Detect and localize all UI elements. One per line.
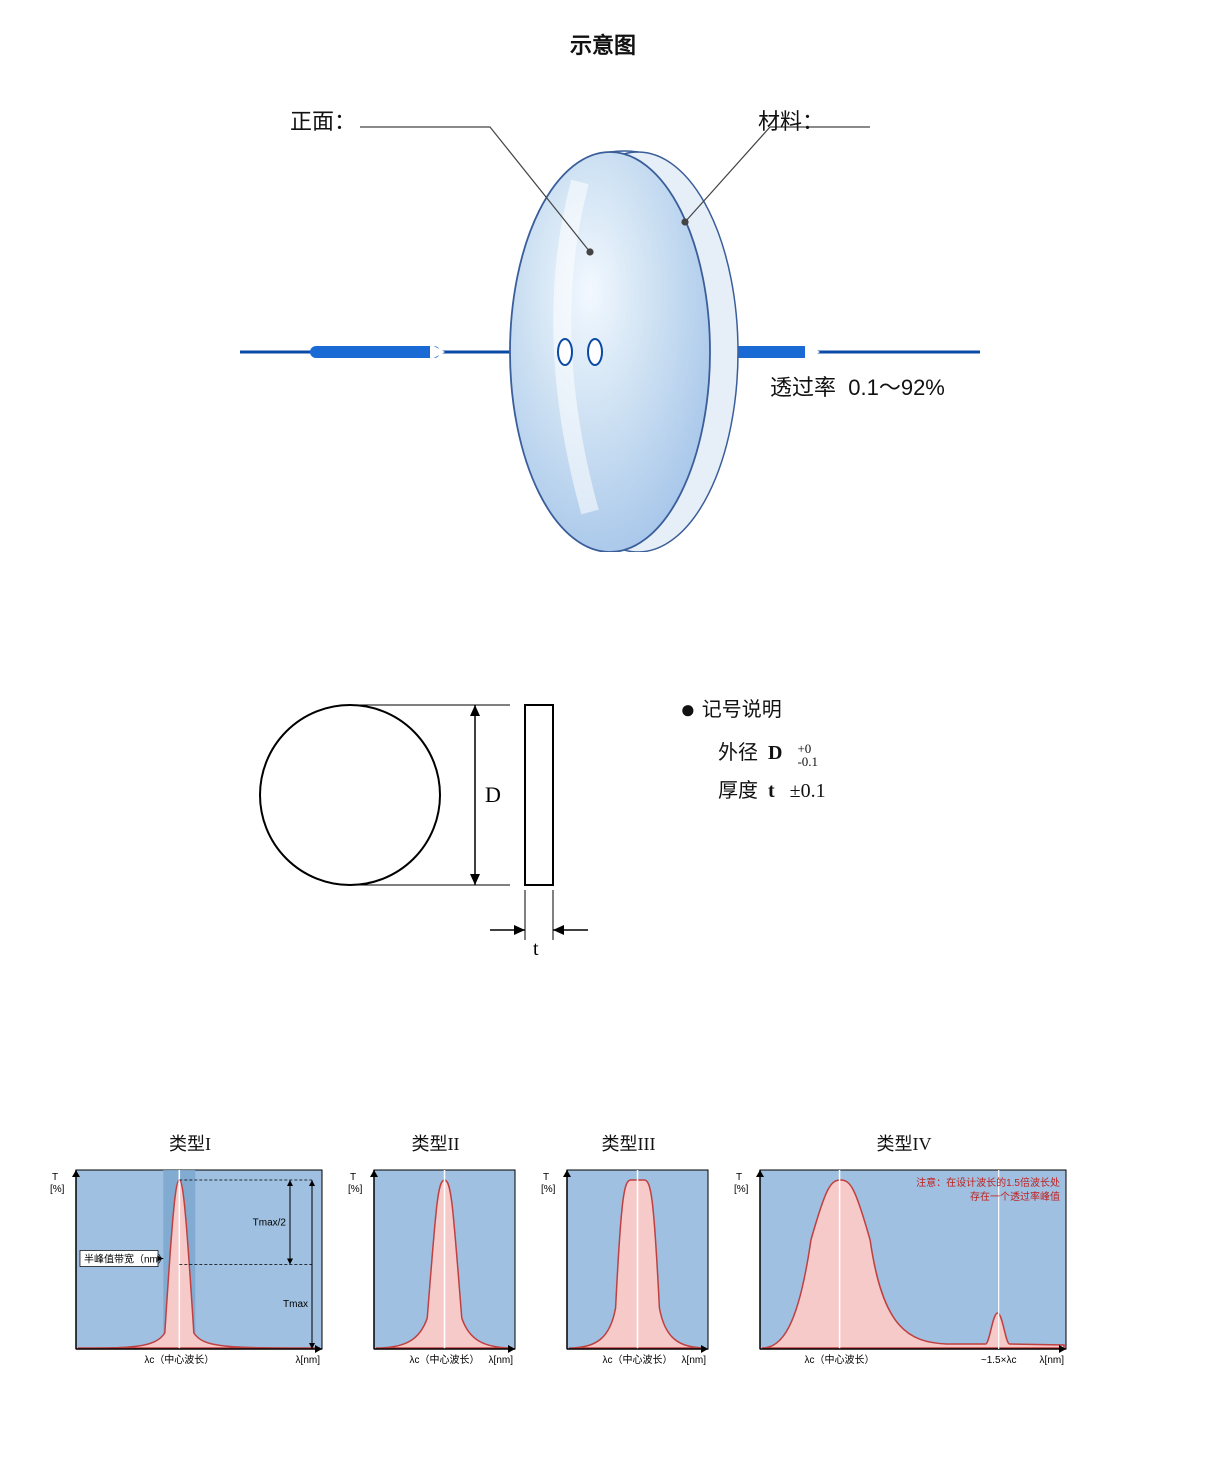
- svg-text:[%]: [%]: [348, 1184, 363, 1195]
- symbol-legend: ●记号说明 外径 D +0-0.1 厚度 t ±0.1: [680, 685, 826, 810]
- lens-front-face: [510, 152, 710, 552]
- svg-text:[%]: [%]: [541, 1184, 556, 1195]
- svg-text:T: T: [543, 1172, 549, 1183]
- svg-text:T: T: [350, 1172, 356, 1183]
- dim-label-D: D: [485, 782, 501, 807]
- material-label: 材料：: [758, 104, 824, 136]
- svg-text:λc（中心波长）: λc（中心波长）: [805, 1353, 875, 1366]
- svg-text:λ[nm]: λ[nm]: [682, 1355, 707, 1366]
- chart-type-4: 类型IV T[%]λc（中心波长）λ[nm]~1.5×λc注意：在设计波长的1.…: [734, 1130, 1074, 1369]
- lens-schematic: 正面： 材料： 透过率 0.1～92%: [230, 72, 990, 552]
- svg-text:半峰值带宽（nm）: 半峰值带宽（nm）: [84, 1253, 168, 1266]
- svg-text:λc（中心波长）: λc（中心波长）: [144, 1353, 214, 1366]
- svg-text:[%]: [%]: [734, 1184, 749, 1195]
- svg-text:λ[nm]: λ[nm]: [1040, 1355, 1065, 1366]
- svg-text:注意：在设计波长的1.5倍波长处: 注意：在设计波长的1.5倍波长处: [916, 1176, 1060, 1189]
- svg-text:λ[nm]: λ[nm]: [296, 1355, 321, 1366]
- dimension-diagram: D t: [250, 680, 610, 980]
- legend-row-t: 厚度 t ±0.1: [718, 772, 826, 810]
- svg-text:λc（中心波长）: λc（中心波长）: [603, 1353, 673, 1366]
- svg-text:存在一个透过率峰值: 存在一个透过率峰值: [970, 1190, 1060, 1203]
- chart-type-2: 类型II T[%]λc（中心波长）λ[nm]: [348, 1130, 523, 1369]
- svg-text:T: T: [736, 1172, 742, 1183]
- transmittance-label: 透过率 0.1～92%: [770, 370, 945, 402]
- legend-row-D: 外径 D +0-0.1: [718, 734, 826, 772]
- chart-type-1: 类型I T[%]λc（中心波长）λ[nm]TmaxTmax/2半峰值带宽（nm）: [50, 1130, 330, 1369]
- legend-heading: ●记号说明: [680, 685, 826, 734]
- spectral-charts-row: 类型I T[%]λc（中心波长）λ[nm]TmaxTmax/2半峰值带宽（nm）…: [50, 1130, 1156, 1369]
- svg-text:Tmax/2: Tmax/2: [253, 1217, 287, 1228]
- svg-text:λc（中心波长）: λc（中心波长）: [410, 1353, 480, 1366]
- svg-text:T: T: [52, 1172, 58, 1183]
- svg-text:~1.5×λc: ~1.5×λc: [981, 1355, 1017, 1366]
- svg-text:λ[nm]: λ[nm]: [489, 1355, 514, 1366]
- svg-text:[%]: [%]: [50, 1184, 65, 1195]
- lens-svg: [230, 72, 990, 552]
- svg-text:Tmax: Tmax: [283, 1299, 308, 1310]
- front-label: 正面：: [290, 104, 356, 136]
- chart-type-3: 类型III T[%]λc（中心波长）λ[nm]: [541, 1130, 716, 1369]
- page-title: 示意图: [0, 28, 1206, 60]
- dim-label-t: t: [533, 938, 539, 960]
